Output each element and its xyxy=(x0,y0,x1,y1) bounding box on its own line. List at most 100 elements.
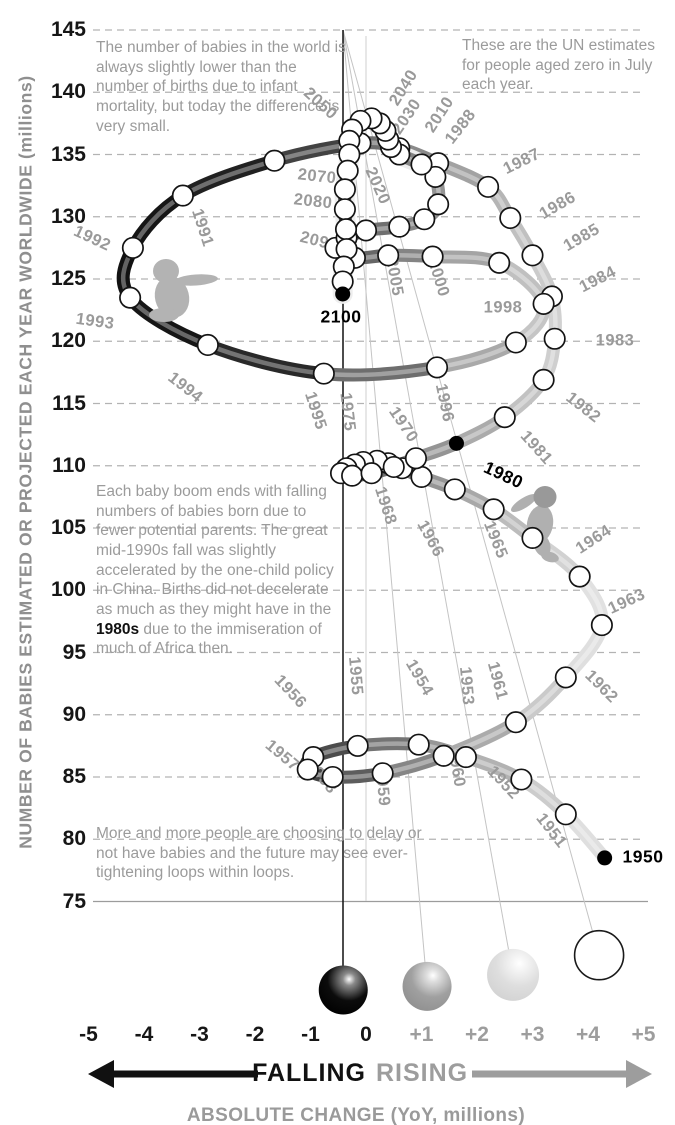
x-tick-label-+4: +4 xyxy=(576,1023,600,1046)
highlight-point-2100 xyxy=(335,286,351,302)
x-axis-title-text: ABSOLUTE CHANGE (YoY, millions) xyxy=(186,1105,526,1125)
x-axis-title: ABSOLUTE CHANGE (YoY, millions) xyxy=(0,1105,675,1125)
year-label-1991: 1991 xyxy=(188,207,217,249)
data-point-2010 xyxy=(424,165,447,188)
x-tick-label--2: -2 xyxy=(245,1023,265,1046)
data-point-1993 xyxy=(121,236,144,259)
direction-arrows xyxy=(88,1060,652,1088)
data-point-1960 xyxy=(432,744,455,767)
data-point-1957 xyxy=(296,758,319,781)
data-point-1994 xyxy=(119,286,142,309)
crawling-baby-leg-icon xyxy=(149,308,179,322)
y-tick-label-110: 110 xyxy=(52,453,86,477)
year-label-1998: 1998 xyxy=(484,298,523,316)
annotation-baby-boom-text-end: due to the immiseration of much of Afric… xyxy=(96,620,322,658)
y-tick-label-85: 85 xyxy=(62,765,86,788)
data-point-2080 xyxy=(334,218,358,241)
legend-ball-change-1.1 xyxy=(402,961,452,1011)
data-point-2065 xyxy=(336,159,359,182)
y-tick-label-95: 95 xyxy=(62,640,86,664)
falling-arrow-shaft xyxy=(112,1070,258,1078)
year-label-1966: 1966 xyxy=(414,517,448,560)
data-point-1995 xyxy=(196,333,219,357)
data-point-1999 xyxy=(532,292,555,315)
x-tick-label-+5: +5 xyxy=(631,1023,656,1046)
y-tick-label-90: 90 xyxy=(62,702,86,726)
data-point-1978 xyxy=(382,455,405,479)
year-label-1983: 1983 xyxy=(596,331,635,349)
data-point-1996 xyxy=(312,362,335,385)
data-point-2008 xyxy=(413,208,436,231)
year-label-1975: 1975 xyxy=(336,392,359,433)
data-point-1959 xyxy=(371,762,394,785)
data-point-1986 xyxy=(499,206,522,230)
data-point-2000 xyxy=(488,251,511,274)
data-point-1985 xyxy=(521,244,544,267)
data-point-1998 xyxy=(504,331,527,354)
rising-arrowhead-icon xyxy=(626,1060,652,1088)
data-point-2075 xyxy=(333,198,356,221)
year-label-1954: 1954 xyxy=(402,656,437,699)
y-tick-label-145: 145 xyxy=(50,18,86,41)
year-label-1984: 1984 xyxy=(576,262,619,296)
annotation-baby-boom-bold-1980s: 1980s xyxy=(96,620,140,638)
data-point-1979 xyxy=(404,447,427,470)
year-label-1981: 1981 xyxy=(517,427,556,468)
year-label-1985: 1985 xyxy=(560,220,603,255)
data-point-2011 xyxy=(410,153,433,176)
year-label-2070: 2070 xyxy=(297,165,337,187)
year-label-1961: 1961 xyxy=(484,660,511,702)
falling-direction-label: FALLING xyxy=(252,1059,366,1087)
year-label-1987: 1987 xyxy=(500,145,543,178)
annotation-loops-within-loops: More and more people are choosing to del… xyxy=(96,825,422,882)
annotation-baby-boom-text: Each baby boom ends with falling numbers… xyxy=(96,483,334,619)
data-point-1964 xyxy=(568,565,591,588)
x-tick-label--1: -1 xyxy=(301,1023,320,1046)
crawling-baby-body-icon xyxy=(154,276,190,318)
climbing-baby-head-icon xyxy=(533,486,557,508)
year-label-1995: 1995 xyxy=(301,390,330,432)
x-tick-label-+3: +3 xyxy=(520,1023,545,1046)
climbing-baby-foot-icon xyxy=(541,551,559,563)
data-point-1987 xyxy=(477,175,500,198)
data-point-1962 xyxy=(554,666,577,689)
ribbon-highlight xyxy=(205,342,327,376)
y-tick-label-140: 140 xyxy=(50,80,86,104)
data-point-1955 xyxy=(346,734,369,757)
gridlines xyxy=(93,29,648,903)
year-label-1980: 1980 xyxy=(481,457,527,492)
x-tick-label-+1: +1 xyxy=(409,1023,434,1046)
data-point-1983 xyxy=(543,327,566,350)
crawling-baby-head-icon xyxy=(153,259,179,283)
data-point-1977 xyxy=(360,462,383,485)
pendulum-string-1 xyxy=(342,29,428,987)
rising-direction-label: RISING xyxy=(376,1059,469,1087)
y-tick-label-130: 130 xyxy=(50,204,86,228)
falling-arrowhead-icon xyxy=(88,1060,114,1088)
y-tick-label-80: 80 xyxy=(62,827,86,851)
highlight-point-1980 xyxy=(448,435,464,451)
data-point-1981 xyxy=(493,406,516,429)
y-tick-label-100: 100 xyxy=(50,578,86,602)
data-point-2007 xyxy=(388,215,411,238)
data-points xyxy=(119,107,613,866)
y-tick-label-105: 105 xyxy=(50,516,86,539)
x-tick-label-0: 0 xyxy=(360,1023,372,1046)
data-point-1951 xyxy=(554,803,577,826)
data-point-1961 xyxy=(504,711,527,734)
year-label-1955: 1955 xyxy=(345,656,366,696)
year-label-1956: 1956 xyxy=(271,671,311,712)
data-point-1953 xyxy=(454,746,477,769)
data-point-1958 xyxy=(321,765,344,789)
ribbon-segment-1996 xyxy=(201,338,331,381)
legend-ball-change-4.2 xyxy=(573,929,625,981)
data-point-2006 xyxy=(354,219,378,242)
x-tick-label--4: -4 xyxy=(134,1023,154,1046)
data-point-2001 xyxy=(421,245,444,268)
data-point-2070 xyxy=(333,178,356,201)
annotation-infant-mortality: The number of babies in the world is alw… xyxy=(96,39,346,135)
y-tick-label-135: 135 xyxy=(50,142,86,166)
data-point-2002 xyxy=(377,244,400,267)
